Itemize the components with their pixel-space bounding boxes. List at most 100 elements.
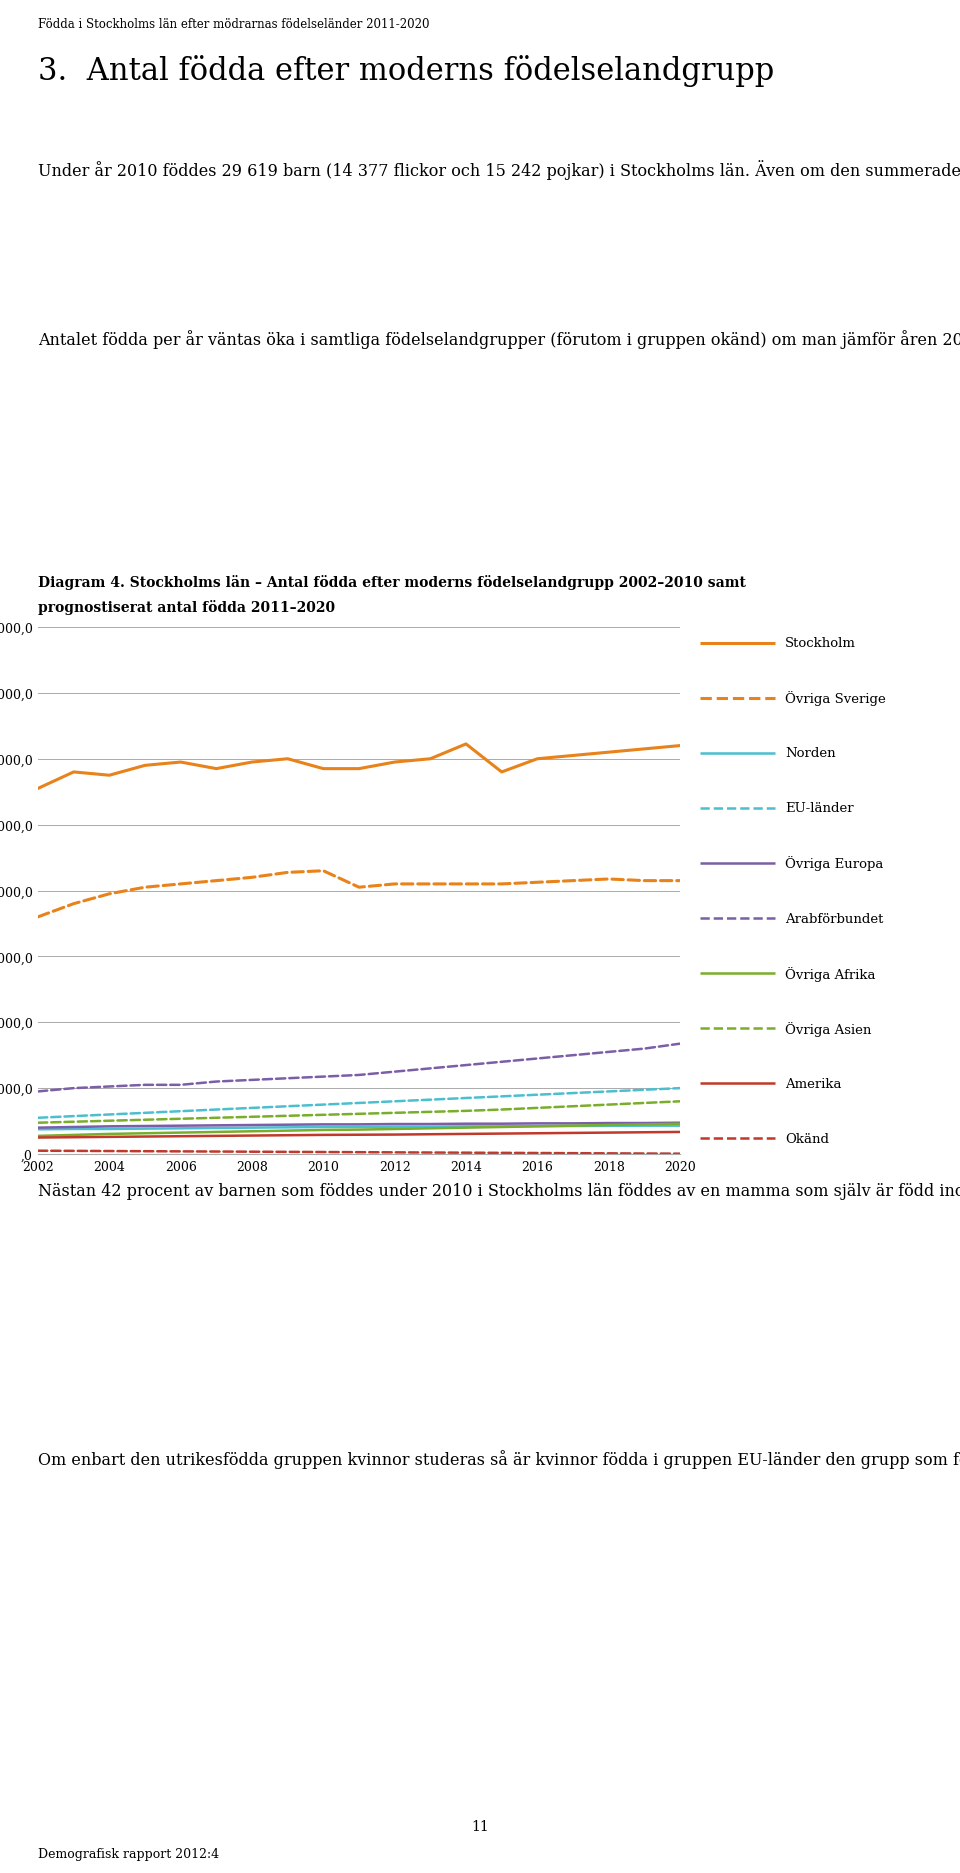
Övriga Sverige	[638, 869, 650, 892]
Övriga Europa	[532, 1113, 543, 1135]
Okänd	[139, 1141, 151, 1163]
Övriga Asien	[638, 1092, 650, 1114]
Arabförbundet	[246, 1069, 257, 1092]
Arabförbundet	[603, 1041, 614, 1064]
Okänd	[33, 1141, 44, 1163]
Line: Okänd: Okänd	[38, 1152, 680, 1154]
Övriga Sverige	[532, 871, 543, 893]
EU-länder	[282, 1096, 294, 1118]
Övriga Europa	[638, 1113, 650, 1135]
Övriga Afrika	[638, 1114, 650, 1137]
Line: Övriga Afrika: Övriga Afrika	[38, 1124, 680, 1137]
Övriga Afrika	[389, 1118, 400, 1141]
Övriga Afrika	[567, 1114, 579, 1137]
Övriga Afrika	[496, 1116, 508, 1139]
Arabförbundet	[674, 1032, 685, 1054]
Övriga Asien	[496, 1099, 508, 1122]
Text: Arabförbundet: Arabförbundet	[785, 912, 883, 925]
Text: Amerika: Amerika	[785, 1077, 842, 1090]
EU-länder	[567, 1083, 579, 1105]
Norden	[532, 1114, 543, 1137]
Amerika	[68, 1126, 80, 1148]
Text: Övriga Sverige: Övriga Sverige	[785, 691, 886, 706]
Okänd	[282, 1141, 294, 1163]
EU-länder	[532, 1084, 543, 1107]
Okänd	[567, 1143, 579, 1165]
Stockholm	[460, 734, 471, 757]
Arabförbundet	[104, 1075, 115, 1098]
EU-länder	[603, 1081, 614, 1103]
Övriga Afrika	[68, 1124, 80, 1146]
Övriga Sverige	[246, 867, 257, 890]
Arabförbundet	[424, 1058, 436, 1081]
EU-länder	[175, 1099, 186, 1122]
Övriga Afrika	[175, 1122, 186, 1144]
Övriga Sverige	[460, 873, 471, 895]
Amerika	[246, 1124, 257, 1146]
Line: Arabförbundet: Arabförbundet	[38, 1043, 680, 1092]
Text: Under år 2010 föddes 29 619 barn (14 377 flickor och 15 242 pojkar) i Stockholms: Under år 2010 föddes 29 619 barn (14 377…	[38, 159, 960, 180]
Stockholm	[175, 751, 186, 774]
Amerika	[104, 1126, 115, 1148]
Okänd	[532, 1143, 543, 1165]
Övriga Europa	[318, 1114, 329, 1137]
Line: Stockholm: Stockholm	[38, 745, 680, 789]
Stockholm	[532, 747, 543, 770]
Övriga Europa	[210, 1114, 222, 1137]
Norden	[68, 1118, 80, 1141]
EU-länder	[139, 1101, 151, 1124]
Text: Diagram 4. Stockholms län – Antal födda efter moderns födelselandgrupp 2002–2010: Diagram 4. Stockholms län – Antal födda …	[38, 575, 746, 590]
Arabförbundet	[210, 1071, 222, 1094]
Övriga Sverige	[496, 873, 508, 895]
Amerika	[496, 1122, 508, 1144]
Line: Övriga Europa: Övriga Europa	[38, 1124, 680, 1128]
Övriga Afrika	[318, 1118, 329, 1141]
Stockholm	[33, 777, 44, 800]
Norden	[567, 1114, 579, 1137]
Norden	[603, 1114, 614, 1137]
Arabförbundet	[139, 1073, 151, 1096]
Okänd	[603, 1143, 614, 1165]
Övriga Asien	[104, 1111, 115, 1133]
Övriga Europa	[139, 1114, 151, 1137]
Line: Amerika: Amerika	[38, 1133, 680, 1139]
EU-länder	[353, 1092, 365, 1114]
Okänd	[68, 1141, 80, 1163]
Övriga Afrika	[460, 1116, 471, 1139]
Stockholm	[638, 738, 650, 760]
Stockholm	[282, 747, 294, 770]
Okänd	[674, 1143, 685, 1165]
Övriga Europa	[282, 1114, 294, 1137]
Stockholm	[603, 742, 614, 764]
Amerika	[353, 1124, 365, 1146]
EU-länder	[210, 1099, 222, 1122]
Stockholm	[318, 759, 329, 781]
EU-länder	[68, 1105, 80, 1128]
Övriga Afrika	[104, 1124, 115, 1146]
Övriga Asien	[424, 1101, 436, 1124]
Okänd	[318, 1141, 329, 1163]
Stockholm	[104, 764, 115, 787]
Line: Norden: Norden	[38, 1126, 680, 1129]
Line: Övriga Sverige: Övriga Sverige	[38, 871, 680, 918]
Stockholm	[246, 751, 257, 774]
Övriga Europa	[104, 1116, 115, 1139]
Norden	[353, 1116, 365, 1139]
Okänd	[638, 1143, 650, 1165]
Övriga Europa	[33, 1116, 44, 1139]
Text: Om enbart den utrikesfödda gruppen kvinnor studeras så är kvinnor födda i gruppe: Om enbart den utrikesfödda gruppen kvinn…	[38, 1450, 960, 1468]
Övriga Afrika	[353, 1118, 365, 1141]
Amerika	[139, 1126, 151, 1148]
Arabförbundet	[68, 1077, 80, 1099]
Övriga Europa	[424, 1113, 436, 1135]
Okänd	[496, 1143, 508, 1165]
Norden	[104, 1118, 115, 1141]
Amerika	[33, 1128, 44, 1150]
Övriga Sverige	[603, 869, 614, 892]
Övriga Sverige	[139, 877, 151, 899]
Okänd	[389, 1141, 400, 1163]
Amerika	[532, 1122, 543, 1144]
Arabförbundet	[638, 1038, 650, 1060]
Norden	[139, 1118, 151, 1141]
Övriga Asien	[603, 1094, 614, 1116]
